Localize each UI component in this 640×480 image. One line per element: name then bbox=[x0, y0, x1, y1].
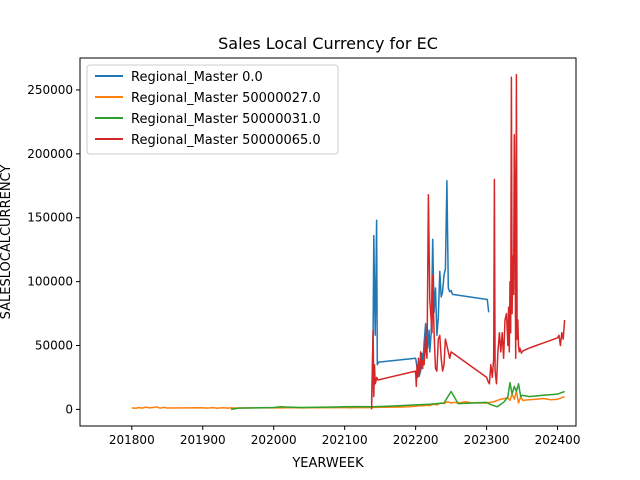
legend-label-3: Regional_Master 50000031.0 bbox=[131, 112, 321, 127]
x-tick-label: 202000 bbox=[251, 433, 297, 447]
series-line-4 bbox=[370, 73, 566, 410]
x-tick-label: 202300 bbox=[464, 433, 510, 447]
x-tick-label: 202400 bbox=[535, 433, 581, 447]
y-tick-label: 100000 bbox=[27, 275, 73, 289]
x-axis-label: YEARWEEK bbox=[291, 456, 364, 471]
x-tick-label: 202100 bbox=[322, 433, 368, 447]
chart-title: Sales Local Currency for EC bbox=[218, 34, 438, 53]
y-tick-label: 150000 bbox=[27, 211, 73, 225]
x-tick-label: 201900 bbox=[180, 433, 226, 447]
y-axis: 0 50000 100000 150000 200000 250000 bbox=[27, 83, 80, 416]
series-line-1 bbox=[370, 179, 490, 404]
series-line-2 bbox=[131, 390, 565, 409]
x-tick-label: 201800 bbox=[109, 433, 155, 447]
plot-frame bbox=[79, 57, 577, 427]
x-axis: 201800 201900 202000 202100 202200 202300 2024… bbox=[109, 426, 581, 447]
legend-label-4: Regional_Master 50000065.0 bbox=[131, 133, 321, 148]
y-tick-label: 50000 bbox=[35, 339, 73, 353]
series-layer bbox=[131, 73, 566, 411]
legend-label-1: Regional_Master 0.0 bbox=[131, 70, 263, 85]
y-tick-label: 200000 bbox=[27, 147, 73, 161]
y-tick-label: 250000 bbox=[27, 83, 73, 97]
legend-box bbox=[86, 64, 339, 155]
y-axis-label: SALESLOCALCURRENCY bbox=[0, 165, 14, 320]
x-tick-label: 202200 bbox=[393, 433, 439, 447]
legend-label-2: Regional_Master 50000027.0 bbox=[131, 91, 321, 106]
series-line-3 bbox=[230, 381, 565, 411]
legend: Regional_Master 0.0 Regional_Master 50000… bbox=[86, 64, 339, 155]
y-tick-label: 0 bbox=[65, 402, 73, 416]
